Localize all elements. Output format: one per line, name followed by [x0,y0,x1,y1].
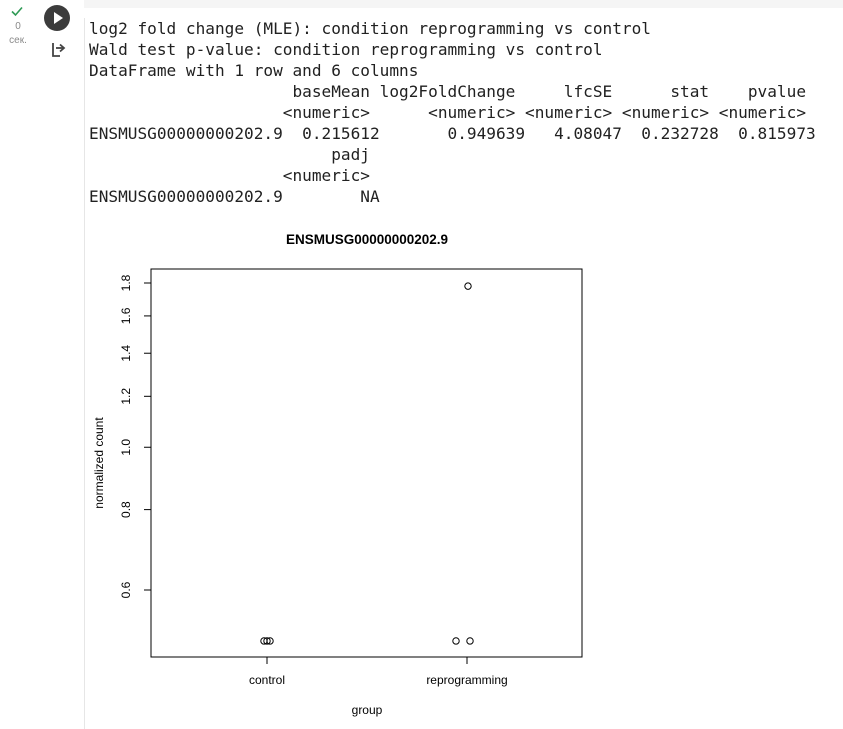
y-axis: 0.6 0.8 1.0 1.2 1.4 1.6 1.8 [119,274,151,598]
code-cell-collapsed[interactable] [84,0,843,8]
console-line: DataFrame with 1 row and 6 columns [89,61,419,80]
data-point [452,637,460,645]
x-tick-label: control [249,673,285,687]
cell-gutter: 0 сек. [0,0,36,729]
y-tick-label: 1.6 [119,307,133,324]
console-line: padj [89,145,370,164]
cell-output: log2 fold change (MLE): condition reprog… [84,18,843,729]
console-line: ENSMUSG00000000202.9 NA [89,187,380,206]
plot-title: ENSMUSG00000000202.9 [286,232,448,247]
console-line: <numeric> <numeric> <numeric> <numeric> … [89,103,807,122]
data-point [263,637,271,645]
y-tick-label: 1.0 [119,439,133,456]
x-axis: control reprogramming [249,657,508,687]
data-point [266,637,274,645]
check-icon [11,6,23,17]
console-line: log2 fold change (MLE): condition reprog… [89,19,651,38]
plot-frame [150,268,583,658]
run-cell-button[interactable] [44,5,70,31]
execution-count: 0 [15,21,21,32]
x-tick-label: reprogramming [426,673,507,687]
y-tick-label: 1.2 [119,388,133,405]
console-line: <numeric> [89,166,370,185]
y-axis-label: normalized count [92,417,106,509]
data-point [466,637,474,645]
count-plot: ENSMUSG00000000202.9 0.6 0.8 1.0 1.2 1.4 1.6 1… [92,232,583,717]
y-tick-label: 1.8 [119,274,133,291]
y-tick-label: 1.4 [119,345,133,362]
console-output: log2 fold change (MLE): condition reprog… [89,18,816,207]
console-line: baseMean log2FoldChange lfcSE stat pvalu… [89,82,807,101]
output-arrow-icon[interactable] [49,40,69,60]
execution-time-unit: сек. [9,35,27,46]
y-tick-label: 0.8 [119,501,133,518]
data-points [260,282,474,645]
play-icon [54,12,63,24]
x-axis-label: group [352,703,383,717]
y-tick-label: 0.6 [119,581,133,598]
data-point [464,282,472,290]
console-line: ENSMUSG00000000202.9 0.215612 0.949639 4… [89,124,816,143]
console-line: Wald test p-value: condition reprogrammi… [89,40,603,59]
